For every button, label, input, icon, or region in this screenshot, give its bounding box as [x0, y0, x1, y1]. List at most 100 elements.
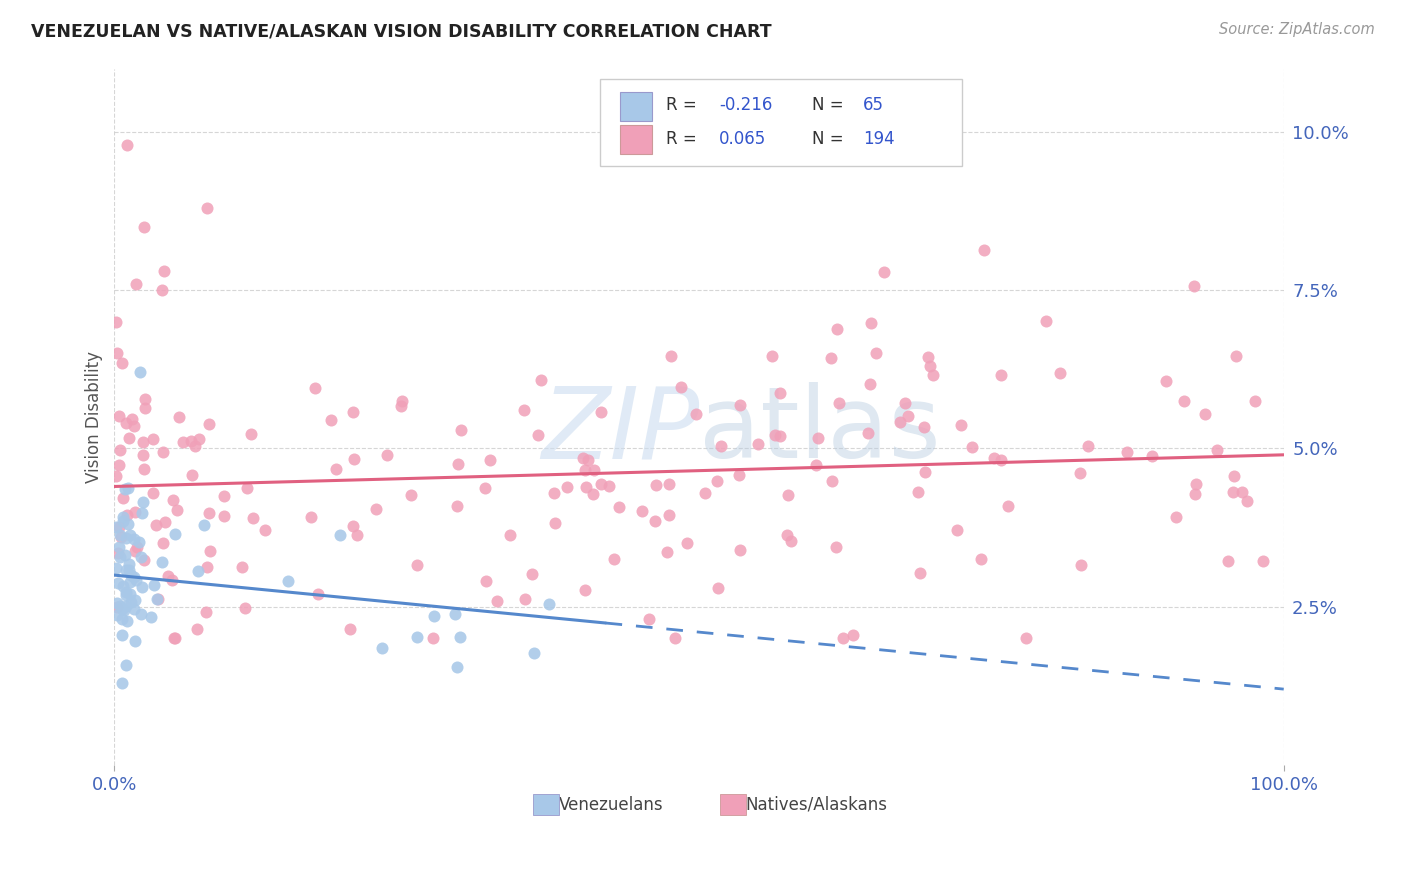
FancyBboxPatch shape: [600, 79, 962, 166]
Point: [111, 491, 134, 505]
Point: [761, 350, 783, 364]
Point: [121, 412, 143, 426]
Point: [212, 508, 235, 523]
Point: [134, 392, 156, 406]
Point: [638, 611, 661, 625]
Point: [132, 219, 155, 234]
Point: [990, 453, 1012, 467]
Point: [141, 610, 163, 624]
Point: [122, 532, 145, 546]
Point: [124, 505, 146, 519]
Point: [763, 428, 786, 442]
Point: [304, 381, 326, 395]
Point: [446, 659, 468, 673]
Point: [307, 587, 329, 601]
Point: [825, 322, 848, 336]
Point: [118, 557, 141, 571]
Point: [1243, 393, 1265, 408]
Point: [166, 503, 188, 517]
Point: [658, 508, 681, 522]
Point: [108, 599, 131, 613]
Text: Source: ZipAtlas.com: Source: ZipAtlas.com: [1219, 22, 1375, 37]
Point: [474, 574, 496, 589]
Point: [669, 380, 692, 394]
Point: [180, 434, 202, 449]
Point: [664, 632, 686, 646]
Point: [1116, 445, 1139, 459]
Point: [162, 632, 184, 646]
Point: [873, 265, 896, 279]
Point: [198, 544, 221, 558]
Point: [589, 477, 612, 491]
Point: [111, 627, 134, 641]
Point: [607, 500, 630, 515]
Point: [117, 517, 139, 532]
Point: [806, 431, 828, 445]
Point: [572, 451, 595, 466]
Point: [1156, 374, 1178, 388]
Point: [118, 431, 141, 445]
Point: [1230, 485, 1253, 500]
Point: [659, 349, 682, 363]
Text: 65: 65: [863, 96, 884, 114]
Point: [184, 439, 207, 453]
Text: atlas: atlas: [699, 383, 941, 479]
Point: [111, 356, 134, 370]
Point: [856, 425, 879, 440]
Point: [193, 517, 215, 532]
Point: [908, 566, 931, 580]
Point: [115, 614, 138, 628]
FancyBboxPatch shape: [720, 795, 745, 815]
Point: [152, 536, 174, 550]
Point: [555, 480, 578, 494]
Point: [128, 534, 150, 549]
Point: [150, 555, 173, 569]
Point: [769, 429, 792, 443]
Point: [131, 580, 153, 594]
Point: [576, 452, 599, 467]
Point: [124, 573, 146, 587]
Point: [105, 346, 128, 360]
Point: [973, 243, 995, 257]
Point: [143, 578, 166, 592]
Point: [513, 402, 536, 417]
Text: 0.065: 0.065: [718, 130, 766, 148]
Point: [675, 535, 697, 549]
Point: [842, 627, 865, 641]
Point: [859, 316, 882, 330]
Point: [574, 463, 596, 477]
Point: [776, 488, 799, 502]
Point: [195, 201, 218, 215]
Point: [131, 448, 153, 462]
Point: [112, 514, 135, 528]
Point: [391, 394, 413, 409]
Point: [630, 504, 652, 518]
Point: [134, 401, 156, 416]
Point: [134, 553, 156, 567]
Point: [108, 549, 131, 564]
Point: [747, 437, 769, 451]
Point: [949, 417, 972, 432]
Point: [254, 523, 277, 537]
Point: [522, 566, 544, 581]
Point: [150, 283, 173, 297]
Point: [131, 506, 153, 520]
Point: [1222, 485, 1244, 500]
Point: [325, 462, 347, 476]
Point: [657, 545, 679, 559]
Point: [1035, 313, 1057, 327]
Point: [474, 481, 496, 495]
Point: [194, 605, 217, 619]
Point: [107, 540, 129, 554]
Point: [574, 582, 596, 597]
Point: [375, 448, 398, 462]
FancyBboxPatch shape: [620, 92, 652, 120]
Point: [423, 609, 446, 624]
Point: [962, 440, 984, 454]
Point: [118, 562, 141, 576]
Point: [346, 528, 368, 542]
Point: [112, 603, 135, 617]
Point: [821, 474, 844, 488]
Point: [162, 493, 184, 508]
Point: [212, 489, 235, 503]
